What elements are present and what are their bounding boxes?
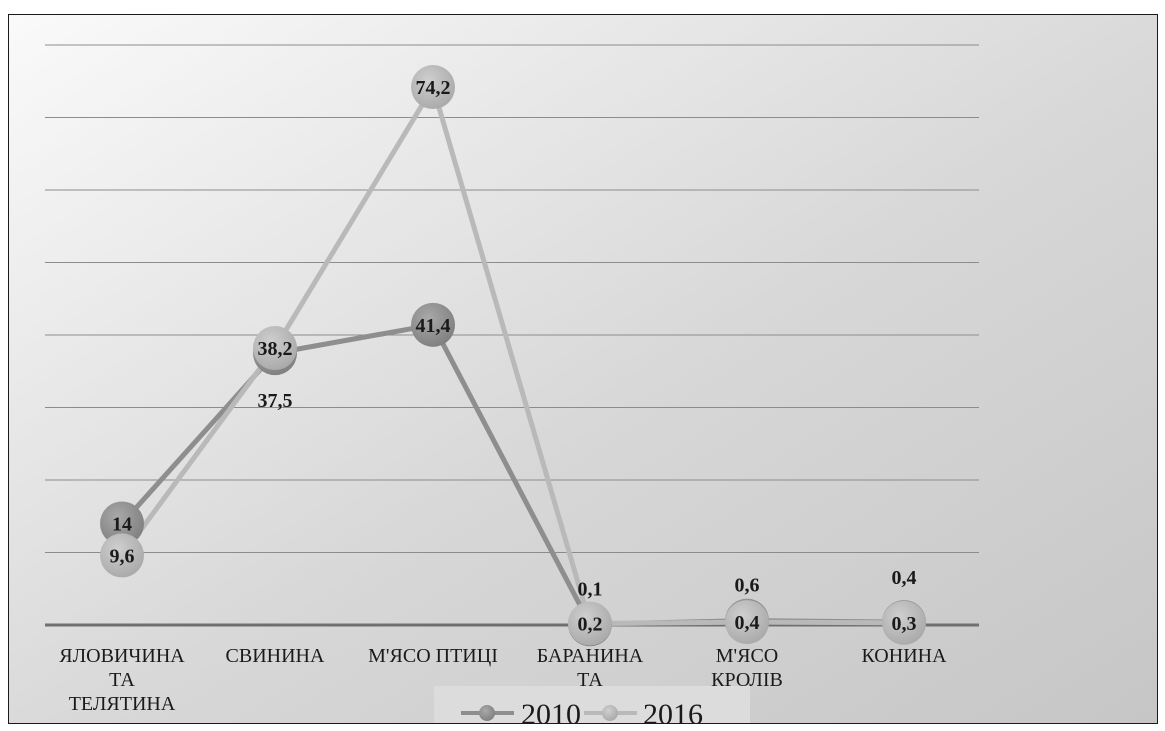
- marker-2016-3: [568, 601, 612, 646]
- legend-label-2010: 2010: [521, 698, 581, 724]
- marker-2016-0: [100, 533, 144, 578]
- legend-swatch-marker-2016: [602, 705, 618, 721]
- legend-swatch-marker-2010: [479, 705, 495, 721]
- marker-2010-0: [100, 501, 144, 546]
- data-labels: 14 37,5 41,4 0,1 0,6 0,4 9,6 38,2 74,2 0,2 0,4 0,3: [110, 77, 917, 636]
- x-tick-label-4: М'ЯСО КРОЛІВ: [711, 645, 783, 691]
- x-tick-label-2: М'ЯСО ПТИЦІ: [368, 645, 498, 667]
- marker-2016-2: [411, 65, 455, 110]
- series-lines: [119, 84, 907, 627]
- marker-2016-5: [882, 600, 926, 645]
- marker-2016-4: [725, 600, 769, 645]
- x-tick-label-1: СВИНИНА: [226, 645, 325, 667]
- data-label-2016-1: 38,2: [258, 338, 293, 360]
- data-label-2010-5: 0,4: [892, 567, 917, 589]
- marker-2016-1: [253, 326, 297, 371]
- data-label-2016-4: 0,4: [735, 612, 760, 634]
- data-label-2016-0: 9,6: [110, 545, 135, 567]
- series-line-2016: [119, 84, 907, 627]
- data-label-2010-2: 41,4: [416, 315, 451, 337]
- data-label-2016-3: 0,2: [578, 614, 603, 636]
- data-label-2010-3: 0,1: [578, 578, 603, 600]
- legend-label-2016: 2016: [643, 698, 703, 724]
- x-tick-label-5: КОНИНА: [861, 645, 947, 667]
- data-label-2010-1: 37,5: [258, 390, 293, 412]
- marker-2010-2: [411, 302, 455, 347]
- data-label-2010-0: 14: [112, 514, 132, 536]
- x-tick-label-0: ЯЛОВИЧИНА ТА ТЕЛЯТИНА: [59, 645, 185, 715]
- legend: 2010 2016: [434, 686, 750, 724]
- data-label-2016-5: 0,3: [892, 613, 917, 635]
- data-label-2010-4: 0,6: [735, 575, 760, 597]
- series-markers: [100, 65, 926, 647]
- chart-frame: 14 37,5 41,4 0,1 0,6 0,4 9,6 38,2 74,2 0,2 0,4 0,3 …: [8, 14, 1158, 724]
- data-label-2016-2: 74,2: [416, 77, 451, 99]
